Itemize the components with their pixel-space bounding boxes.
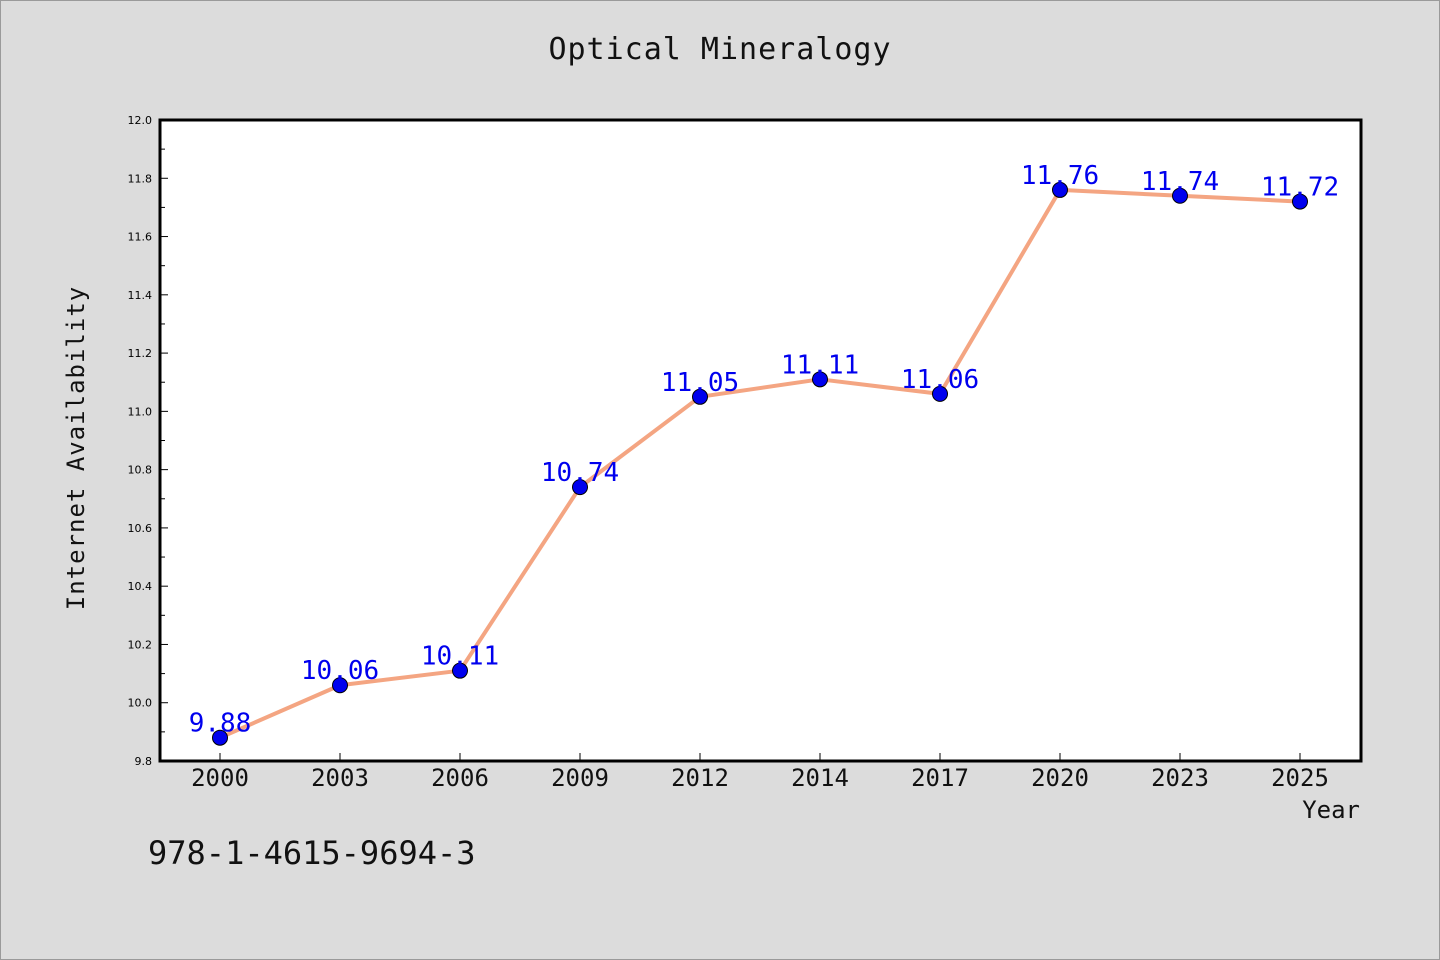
data-point-marker: [1172, 187, 1188, 204]
x-axis-label: Year: [1302, 796, 1360, 824]
data-label: 10.11: [421, 642, 499, 672]
data-point-marker: [932, 385, 948, 402]
data-point-marker: [332, 677, 348, 694]
data-label: 11.74: [1141, 167, 1219, 197]
x-tick-label: 2006: [431, 764, 489, 792]
y-tick-label: 10.4: [128, 580, 153, 593]
data-label: 11.11: [781, 350, 859, 380]
data-label: 11.76: [1021, 161, 1099, 191]
x-tick-label: 2023: [1151, 764, 1209, 792]
y-tick-label: 11.8: [128, 172, 153, 185]
y-tick-label: 10.0: [128, 697, 153, 710]
y-tick-label: 9.8: [135, 755, 153, 768]
x-tick-label: 2020: [1031, 764, 1089, 792]
data-point-marker: [452, 662, 468, 679]
data-label: 11.06: [901, 365, 979, 395]
y-tick-label: 10.8: [128, 464, 153, 477]
x-tick-label: 2000: [191, 764, 249, 792]
data-label: 11.72: [1261, 173, 1339, 203]
x-tick-label: 2025: [1271, 764, 1329, 792]
x-tick-label: 2003: [311, 764, 369, 792]
isbn-footnote: 978-1-4615-9694-3: [148, 834, 476, 872]
x-tick-label: 2012: [671, 764, 729, 792]
y-tick-label: 12.0: [128, 114, 153, 127]
data-point-marker: [692, 388, 708, 405]
data-label: 11.05: [661, 368, 739, 398]
y-tick-label: 11.2: [128, 347, 153, 360]
data-label: 10.06: [301, 656, 379, 686]
series-line: [219, 187, 1301, 740]
y-tick-label: 10.2: [128, 638, 153, 651]
y-tick-label: 10.6: [128, 522, 153, 535]
y-tick-label: 11.4: [128, 289, 153, 302]
chart-title: Optical Mineralogy: [548, 32, 892, 67]
y-tick-label: 11.0: [128, 405, 153, 418]
data-point-marker: [572, 479, 588, 496]
x-tick-label: 2014: [791, 764, 849, 792]
x-tick-label: 2017: [911, 764, 969, 792]
y-tick-label: 11.6: [128, 231, 153, 244]
plot-area: [158, 118, 1363, 763]
data-label: 9.88: [189, 709, 252, 739]
x-tick-label: 2009: [551, 764, 609, 792]
data-point-marker: [212, 729, 228, 746]
data-point-marker: [1292, 193, 1308, 210]
y-axis-label: Internet Availability: [62, 285, 90, 611]
data-point-marker: [812, 371, 828, 388]
data-point-marker: [1052, 181, 1068, 198]
data-label: 10.74: [541, 458, 619, 488]
